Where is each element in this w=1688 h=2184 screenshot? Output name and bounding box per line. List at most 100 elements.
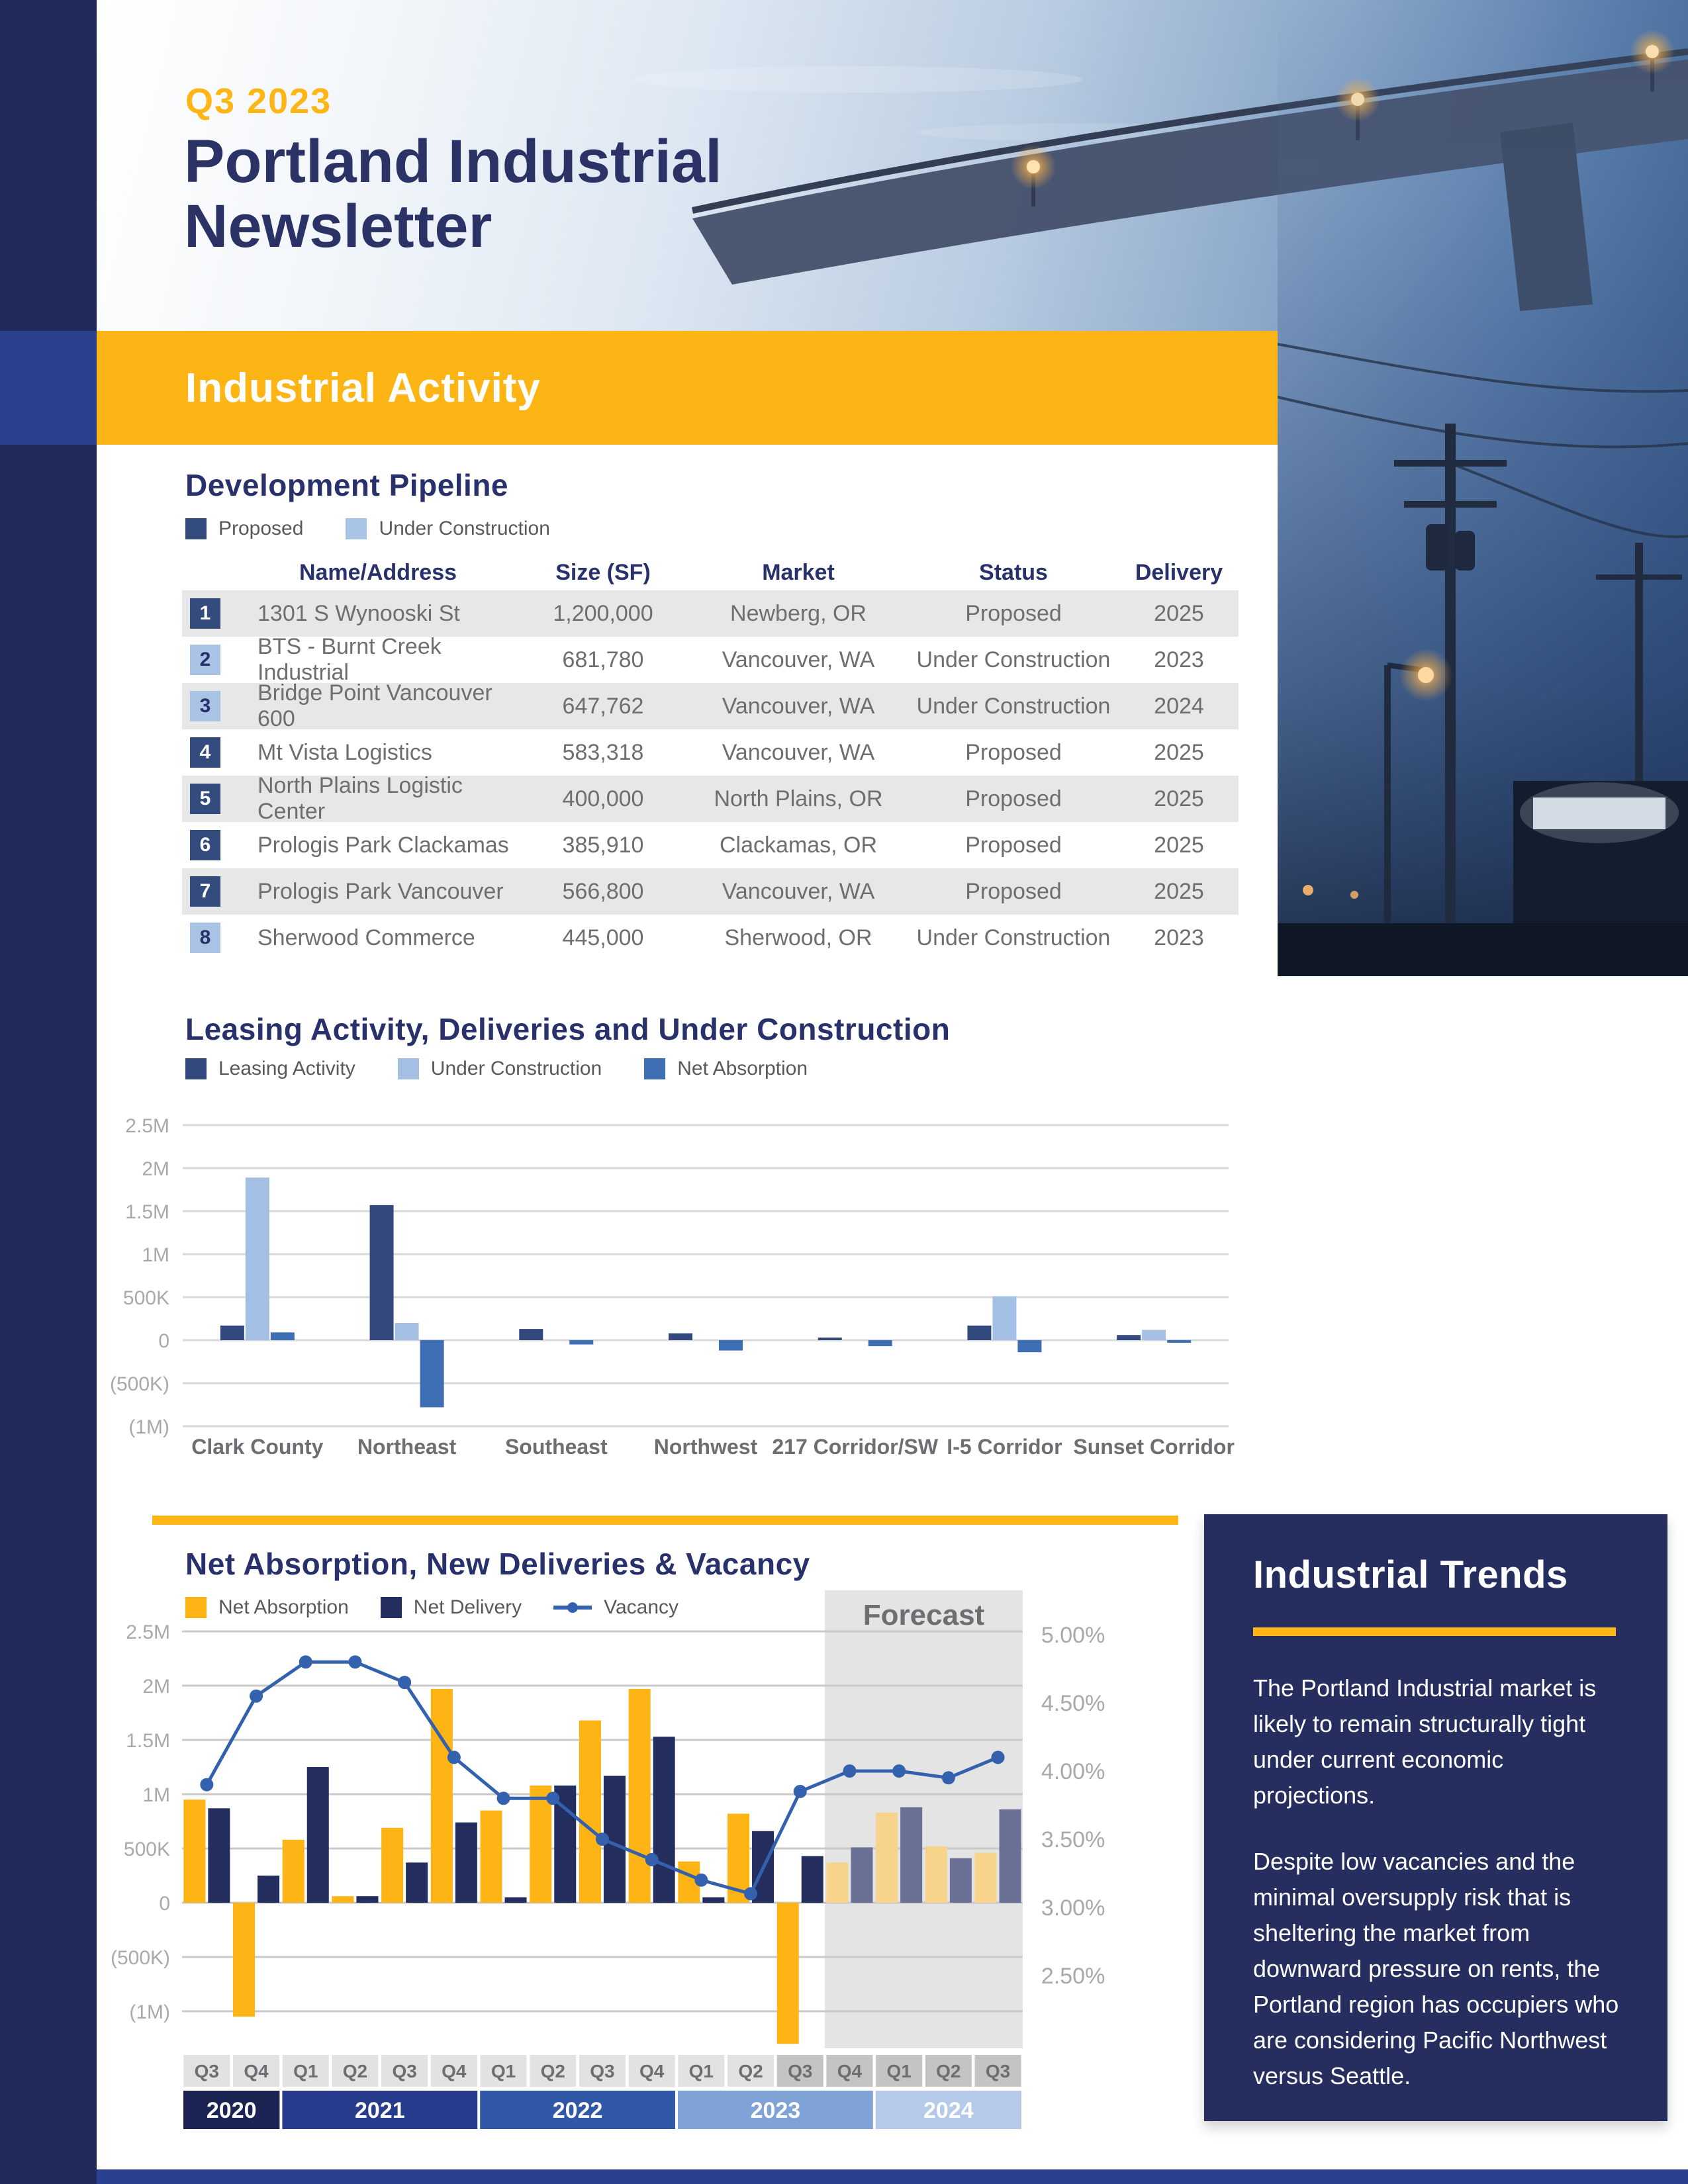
net-absorption-bar [270, 1332, 295, 1340]
trends-heading: Industrial Trends [1253, 1553, 1568, 1596]
forecast-region [825, 1590, 1023, 2048]
cell-size: 445,000 [562, 925, 644, 950]
row-number-badge: 8 [190, 923, 220, 953]
y-axis-tick: 1.5M [126, 1730, 170, 1752]
table-row: 8 Sherwood Commerce 445,000 Sherwood, OR Und… [182, 915, 1239, 961]
net-absorption-swatch-icon [185, 1597, 207, 1618]
net-delivery-bar [258, 1876, 280, 1903]
cell-name: Prologis Park Vancouver [258, 878, 504, 904]
quarter-label: Q4 [837, 2061, 863, 2081]
section-banner-label: Industrial Activity [185, 365, 541, 411]
trends-accent-rule [1253, 1627, 1616, 1636]
issue-label: Q3 2023 [185, 81, 332, 121]
quarter-cell [826, 2055, 873, 2087]
net-delivery-bar [801, 1856, 823, 1903]
vacancy-point [447, 1751, 461, 1764]
legend-item-net-delivery: Net Delivery [380, 1596, 522, 1619]
quarter-cell [332, 2055, 379, 2087]
vacancy-axis-tick: 3.00% [1041, 1895, 1105, 1921]
quarter-cell [727, 2055, 774, 2087]
net-absorption-bar [868, 1340, 892, 1347]
footer-bar [97, 2169, 1688, 2184]
cell-size: 647,762 [562, 693, 644, 719]
y-axis-tick: 1M [142, 1784, 170, 1806]
leasing-activity-bar [369, 1205, 394, 1340]
net-absorption-bar [282, 1839, 305, 1903]
cell-market: Vancouver, WA [722, 878, 875, 904]
cell-size: 583,318 [562, 739, 644, 765]
year-label: 2022 [553, 2098, 603, 2123]
leasing-chart-heading: Leasing Activity, Deliveries and Under C… [185, 1012, 951, 1046]
y-axis-tick: 2.5M [125, 1115, 169, 1137]
row-number-badge: 1 [190, 598, 220, 629]
net-absorption-bar [381, 1827, 404, 1903]
net-absorption-bar [1167, 1340, 1192, 1343]
net-delivery-bar [208, 1808, 230, 1903]
category-label: Northeast [357, 1435, 457, 1459]
section-divider [152, 1516, 1178, 1525]
net-delivery-bar [851, 1847, 873, 1903]
quarter-label: Q2 [343, 2061, 367, 2081]
category-label: Sunset Corridor [1073, 1435, 1235, 1459]
cell-market: Vancouver, WA [722, 739, 875, 765]
cell-delivery: 2024 [1154, 693, 1204, 719]
left-rail [0, 0, 97, 2184]
quarter-label: Q3 [195, 2061, 219, 2081]
year-band [480, 2091, 675, 2129]
net-delivery-swatch-icon [380, 1597, 402, 1618]
cell-delivery: 2025 [1154, 878, 1204, 904]
table-row: 2 BTS - Burnt Creek Industrial 681,780 Vanc… [182, 634, 1239, 685]
vacancy-point [398, 1676, 412, 1690]
cell-name: Mt Vista Logistics [258, 739, 432, 765]
cell-status: Proposed [965, 786, 1062, 811]
y-axis-tick: 2.5M [126, 1621, 170, 1643]
y-axis-tick: 500K [123, 1287, 169, 1309]
net-delivery-bar [900, 1807, 923, 1903]
legend-label: Vacancy [604, 1596, 679, 1618]
net-absorption-bar [776, 1903, 799, 2044]
cell-name: Bridge Point Vancouver 600 [258, 680, 492, 731]
leasing-activity-bar [669, 1333, 692, 1340]
quarter-label: Q1 [293, 2061, 318, 2081]
pipeline-table-body: 1 1301 S Wynooski St 1,200,000 Newberg, OR P… [182, 590, 1239, 961]
net-delivery-bar [554, 1785, 577, 1903]
legend-label: Under Construction [379, 518, 550, 539]
quarter-label: Q4 [442, 2061, 467, 2081]
trends-paragraph: Despite low vacancies and the minimal ov… [1253, 1848, 1619, 2089]
vacancy-point [991, 1751, 1005, 1764]
legend-label: Leasing Activity [218, 1058, 355, 1079]
quarter-label: Q2 [936, 2061, 961, 2081]
net-absorption-bar [628, 1688, 651, 1903]
vacancy-point [595, 1833, 609, 1846]
cell-name: BTS - Burnt Creek Industrial [258, 634, 442, 685]
table-row: 7 Prologis Park Vancouver 566,800 Vancouver… [182, 868, 1239, 915]
row-number-badge: 2 [190, 645, 220, 675]
quarter-label: Q1 [689, 2061, 714, 2081]
cell-status: Under Construction [916, 925, 1111, 950]
year-label: 2020 [207, 2098, 257, 2123]
table-row: 6 Prologis Park Clackamas 385,910 Clackamas… [182, 822, 1239, 868]
net-absorption-bar [430, 1688, 453, 1903]
quarter-cell [974, 2055, 1021, 2087]
vacancy-point [793, 1784, 807, 1798]
cell-status: Under Construction [916, 693, 1111, 719]
vacancy-axis-tick: 4.00% [1041, 1759, 1105, 1784]
cell-size: 681,780 [562, 647, 644, 672]
vacancy-point [200, 1778, 214, 1792]
net-absorption-bar [332, 1896, 354, 1903]
vacancy-point [892, 1764, 906, 1778]
vacancy-point [299, 1655, 312, 1669]
cell-market: Sherwood, OR [724, 925, 872, 950]
vacancy-point [744, 1887, 758, 1901]
net-absorption-bar [420, 1340, 444, 1408]
net-absorption-bar [569, 1340, 594, 1345]
year-band [282, 2091, 478, 2129]
quarter-cell [628, 2055, 675, 2087]
legend-label: Proposed [218, 518, 304, 539]
vacancy-axis-tick: 3.50% [1041, 1827, 1105, 1852]
year-band [875, 2091, 1021, 2129]
trends-paragraph: The Portland Industrial market is likely… [1253, 1674, 1597, 1809]
net-absorption-bar [530, 1785, 552, 1903]
row-number-badge: 3 [190, 691, 220, 721]
row-number-badge: 4 [190, 737, 220, 768]
